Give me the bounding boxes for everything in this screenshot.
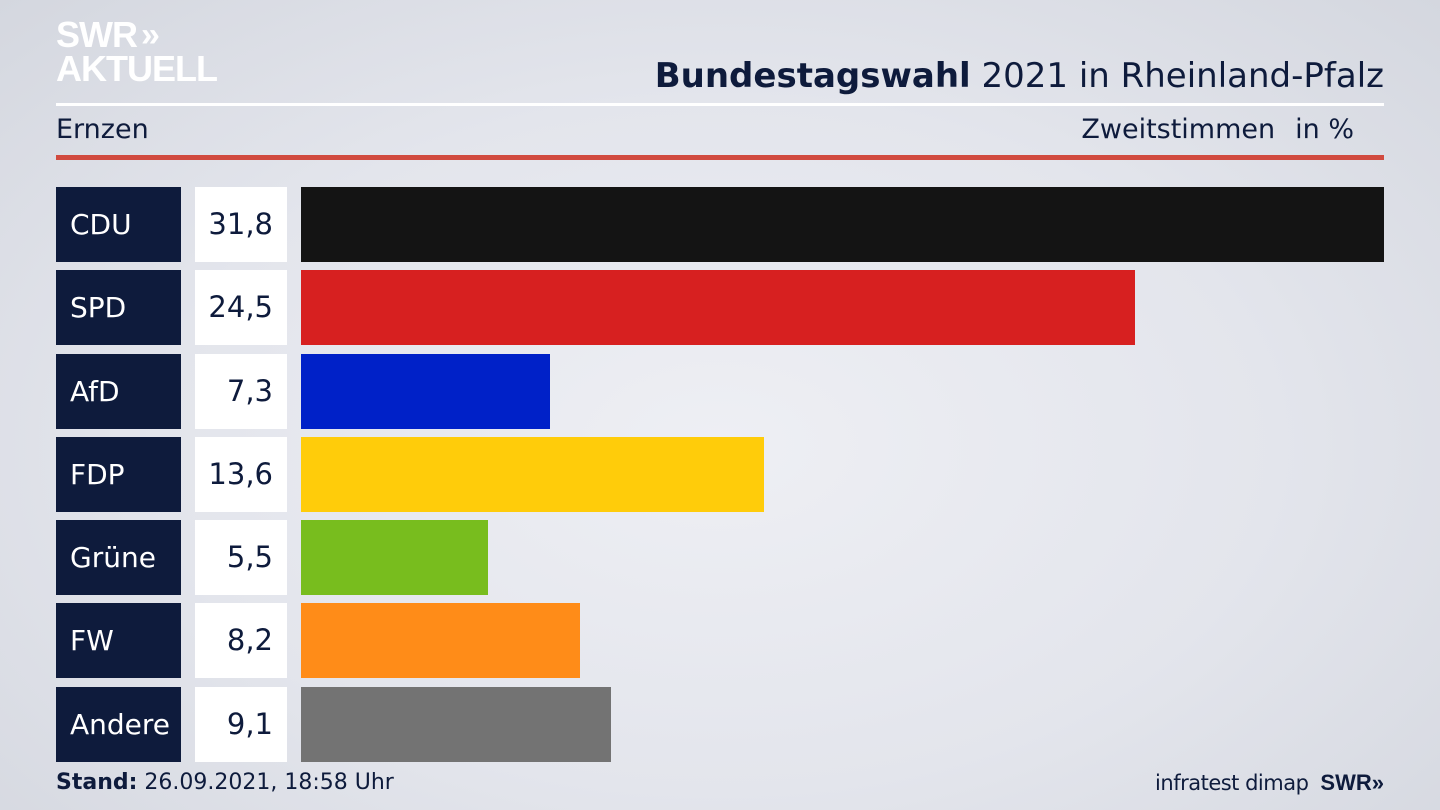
bar-row: CDU 31,8 bbox=[56, 187, 1384, 262]
bar-track bbox=[301, 270, 1384, 346]
bar bbox=[301, 270, 1135, 346]
party-label: AfD bbox=[56, 353, 181, 429]
party-label: Andere bbox=[56, 686, 181, 762]
bar-row: FW 8,2 bbox=[56, 603, 1384, 679]
bar-track bbox=[301, 686, 1384, 762]
bar bbox=[301, 187, 1384, 262]
bar-chart: CDU 31,8 SPD 24,5 AfD 7,3 FDP 13,6 Grüne 5,5 FW 8,2… bbox=[56, 187, 1384, 770]
bar-row: SPD 24,5 bbox=[56, 270, 1384, 346]
bar bbox=[301, 686, 611, 762]
swr-aktuell-logo: SWR » AKTUELL bbox=[56, 14, 218, 89]
timestamp-label: Stand: bbox=[56, 770, 138, 795]
chart-title: Bundestagswahl 2021 in Rheinland-Pfalz bbox=[655, 56, 1384, 96]
value-label: 31,8 bbox=[195, 187, 287, 262]
chart-title-rest: 2021 in Rheinland-Pfalz bbox=[970, 56, 1384, 96]
value-label: 5,5 bbox=[195, 520, 287, 596]
bar-track bbox=[301, 603, 1384, 679]
swr-chevron-icon: » bbox=[1371, 770, 1384, 795]
source-credit: infratest dimap SWR» bbox=[1155, 770, 1384, 796]
timestamp: Stand: 26.09.2021, 18:58 Uhr bbox=[56, 770, 394, 795]
source-text: infratest dimap bbox=[1155, 771, 1309, 795]
measure-label: Zweitstimmen in % bbox=[1081, 114, 1354, 145]
bar-track bbox=[301, 436, 1384, 512]
bar-row: FDP 13,6 bbox=[56, 436, 1384, 512]
value-label: 8,2 bbox=[195, 603, 287, 679]
party-label: FW bbox=[56, 603, 181, 679]
logo-swr-text: SWR bbox=[56, 14, 138, 55]
value-label: 13,6 bbox=[195, 436, 287, 512]
bar-row: AfD 7,3 bbox=[56, 353, 1384, 429]
value-label: 7,3 bbox=[195, 353, 287, 429]
party-label: CDU bbox=[56, 187, 181, 262]
party-label: FDP bbox=[56, 436, 181, 512]
chart-title-bold: Bundestagswahl bbox=[654, 56, 971, 96]
party-label: Grüne bbox=[56, 520, 181, 596]
bar-track bbox=[301, 353, 1384, 429]
bar-row: Andere 9,1 bbox=[56, 686, 1384, 762]
bar bbox=[301, 603, 580, 679]
bar bbox=[301, 353, 550, 429]
bar-row: Grüne 5,5 bbox=[56, 520, 1384, 596]
logo-chevron-icon: » bbox=[141, 16, 160, 54]
unit-text: in % bbox=[1295, 114, 1354, 145]
swr-brand-text: SWR bbox=[1320, 770, 1372, 795]
party-label: SPD bbox=[56, 270, 181, 346]
timestamp-value: 26.09.2021, 18:58 Uhr bbox=[137, 770, 394, 795]
logo-aktuell-text: AKTUELL bbox=[56, 48, 218, 89]
header-divider bbox=[56, 103, 1384, 106]
location-label: Ernzen bbox=[56, 114, 149, 145]
bar-track bbox=[301, 520, 1384, 596]
bar-track bbox=[301, 187, 1384, 262]
bar bbox=[301, 520, 488, 596]
value-label: 9,1 bbox=[195, 686, 287, 762]
value-label: 24,5 bbox=[195, 270, 287, 346]
bar bbox=[301, 436, 764, 512]
accent-divider bbox=[56, 155, 1384, 160]
measure-text: Zweitstimmen bbox=[1081, 114, 1276, 145]
swr-brand: SWR» bbox=[1320, 770, 1384, 796]
